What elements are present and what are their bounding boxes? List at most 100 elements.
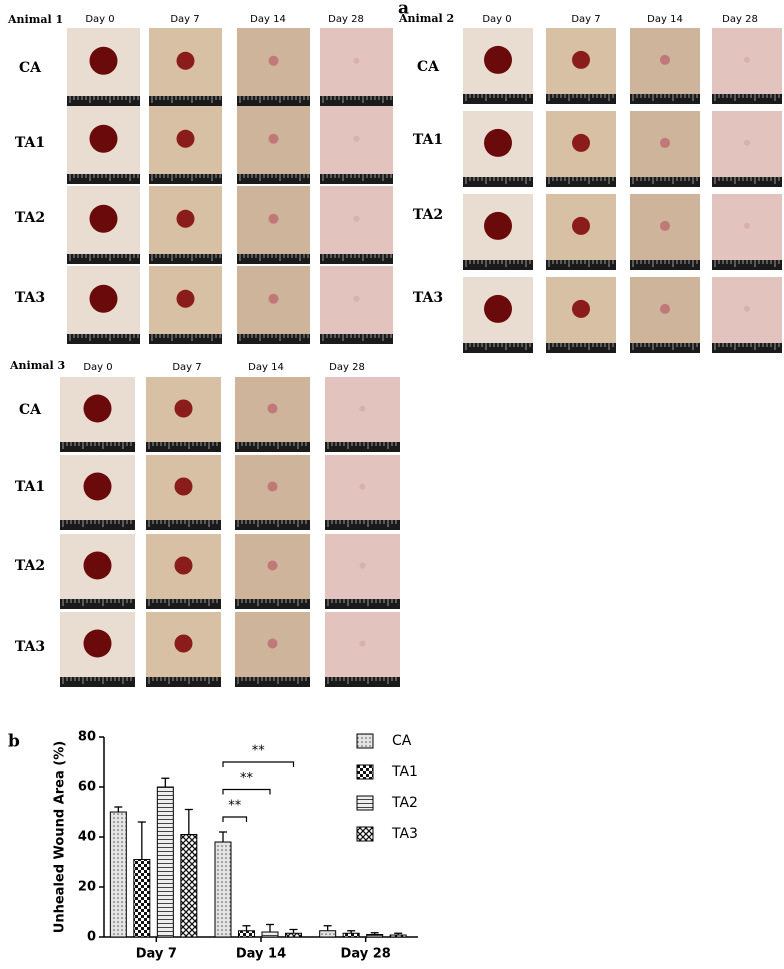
legend-swatch <box>356 826 374 842</box>
wound <box>174 399 193 418</box>
wound-photo <box>712 28 782 104</box>
bar <box>238 930 255 938</box>
row-label: TA1 <box>15 479 45 495</box>
wound <box>744 305 750 312</box>
wound <box>268 55 279 66</box>
wound-photo <box>237 28 310 106</box>
wound <box>353 135 360 142</box>
ruler <box>237 96 310 106</box>
ruler <box>237 254 310 264</box>
row-label: TA2 <box>15 210 45 226</box>
ruler <box>149 174 222 184</box>
bar <box>389 934 407 938</box>
ruler <box>149 334 222 344</box>
ruler <box>146 520 221 530</box>
wound <box>89 46 118 75</box>
wound-photo <box>237 106 310 184</box>
wound-photo <box>712 277 782 353</box>
ruler <box>630 94 700 104</box>
row-label: TA3 <box>15 290 45 306</box>
day-header: Day 28 <box>722 14 758 25</box>
wound-photo <box>237 266 310 344</box>
ruler <box>235 677 310 687</box>
ruler <box>60 599 135 609</box>
wound <box>268 213 279 224</box>
ruler <box>235 442 310 452</box>
x-tick-label: Day 7 <box>136 947 177 962</box>
wound <box>353 215 360 222</box>
wound <box>176 129 195 148</box>
ruler <box>630 260 700 270</box>
ruler <box>67 254 140 264</box>
ruler <box>149 254 222 264</box>
ruler <box>325 442 400 452</box>
y-axis-label: Unhealed Wound Area (%) <box>53 741 68 933</box>
ruler <box>546 260 616 270</box>
legend-swatch <box>356 795 374 811</box>
wound <box>572 50 590 69</box>
bar <box>319 930 337 938</box>
day-header: Day 0 <box>83 362 112 373</box>
day-header: Day 28 <box>329 362 365 373</box>
legend-label: TA3 <box>391 826 418 842</box>
row-label: CA <box>19 402 42 418</box>
bar <box>342 932 360 938</box>
ruler <box>630 177 700 187</box>
wound <box>359 562 366 569</box>
bar <box>109 811 127 938</box>
panel-label: a <box>398 0 409 19</box>
wound-photo <box>712 194 782 270</box>
y-tick-label: 20 <box>78 880 96 895</box>
significance-bracket <box>222 816 248 822</box>
y-tick-label: 40 <box>78 830 96 845</box>
bar <box>156 786 174 938</box>
bar <box>180 834 198 938</box>
wound <box>89 204 118 233</box>
significance-label: ** <box>252 744 266 759</box>
wound <box>83 394 112 423</box>
wound-photo <box>325 612 400 687</box>
wound <box>267 403 278 414</box>
wound-photo <box>235 455 310 530</box>
wound <box>359 405 366 412</box>
wound-photo <box>235 534 310 609</box>
wound <box>484 294 512 323</box>
animal-label: Animal 2 <box>398 12 454 25</box>
ruler <box>149 96 222 106</box>
ruler <box>235 520 310 530</box>
wound <box>744 139 750 146</box>
animal-label: Animal 1 <box>7 13 63 26</box>
bar <box>133 859 151 938</box>
row-label: CA <box>19 60 42 76</box>
wound-photo <box>630 28 700 104</box>
significance-bracket <box>222 788 271 795</box>
ruler <box>546 94 616 104</box>
bar <box>261 931 279 938</box>
legend-label: CA <box>392 733 412 749</box>
ruler <box>146 442 221 452</box>
ruler <box>320 334 393 344</box>
wound-photo <box>630 194 700 270</box>
legend-label: TA1 <box>391 764 418 780</box>
ruler <box>546 343 616 353</box>
y-tick-label: 80 <box>78 730 96 745</box>
row-label: TA1 <box>15 135 45 151</box>
wound <box>359 483 366 490</box>
x-tick-label: Day 14 <box>236 947 286 962</box>
wound <box>176 289 195 308</box>
ruler <box>237 334 310 344</box>
ruler <box>712 177 782 187</box>
wound <box>267 481 278 492</box>
day-header: Day 28 <box>328 14 364 25</box>
wound <box>268 293 279 304</box>
day-header: Day 14 <box>250 14 286 25</box>
row-label: TA3 <box>15 639 45 655</box>
wound-photo <box>235 377 310 452</box>
wound <box>660 220 670 231</box>
wound-photo <box>325 455 400 530</box>
wound <box>174 477 193 496</box>
significance-bracket <box>222 761 295 767</box>
day-header: Day 7 <box>170 14 199 25</box>
wound <box>268 133 279 144</box>
wound <box>484 45 512 74</box>
